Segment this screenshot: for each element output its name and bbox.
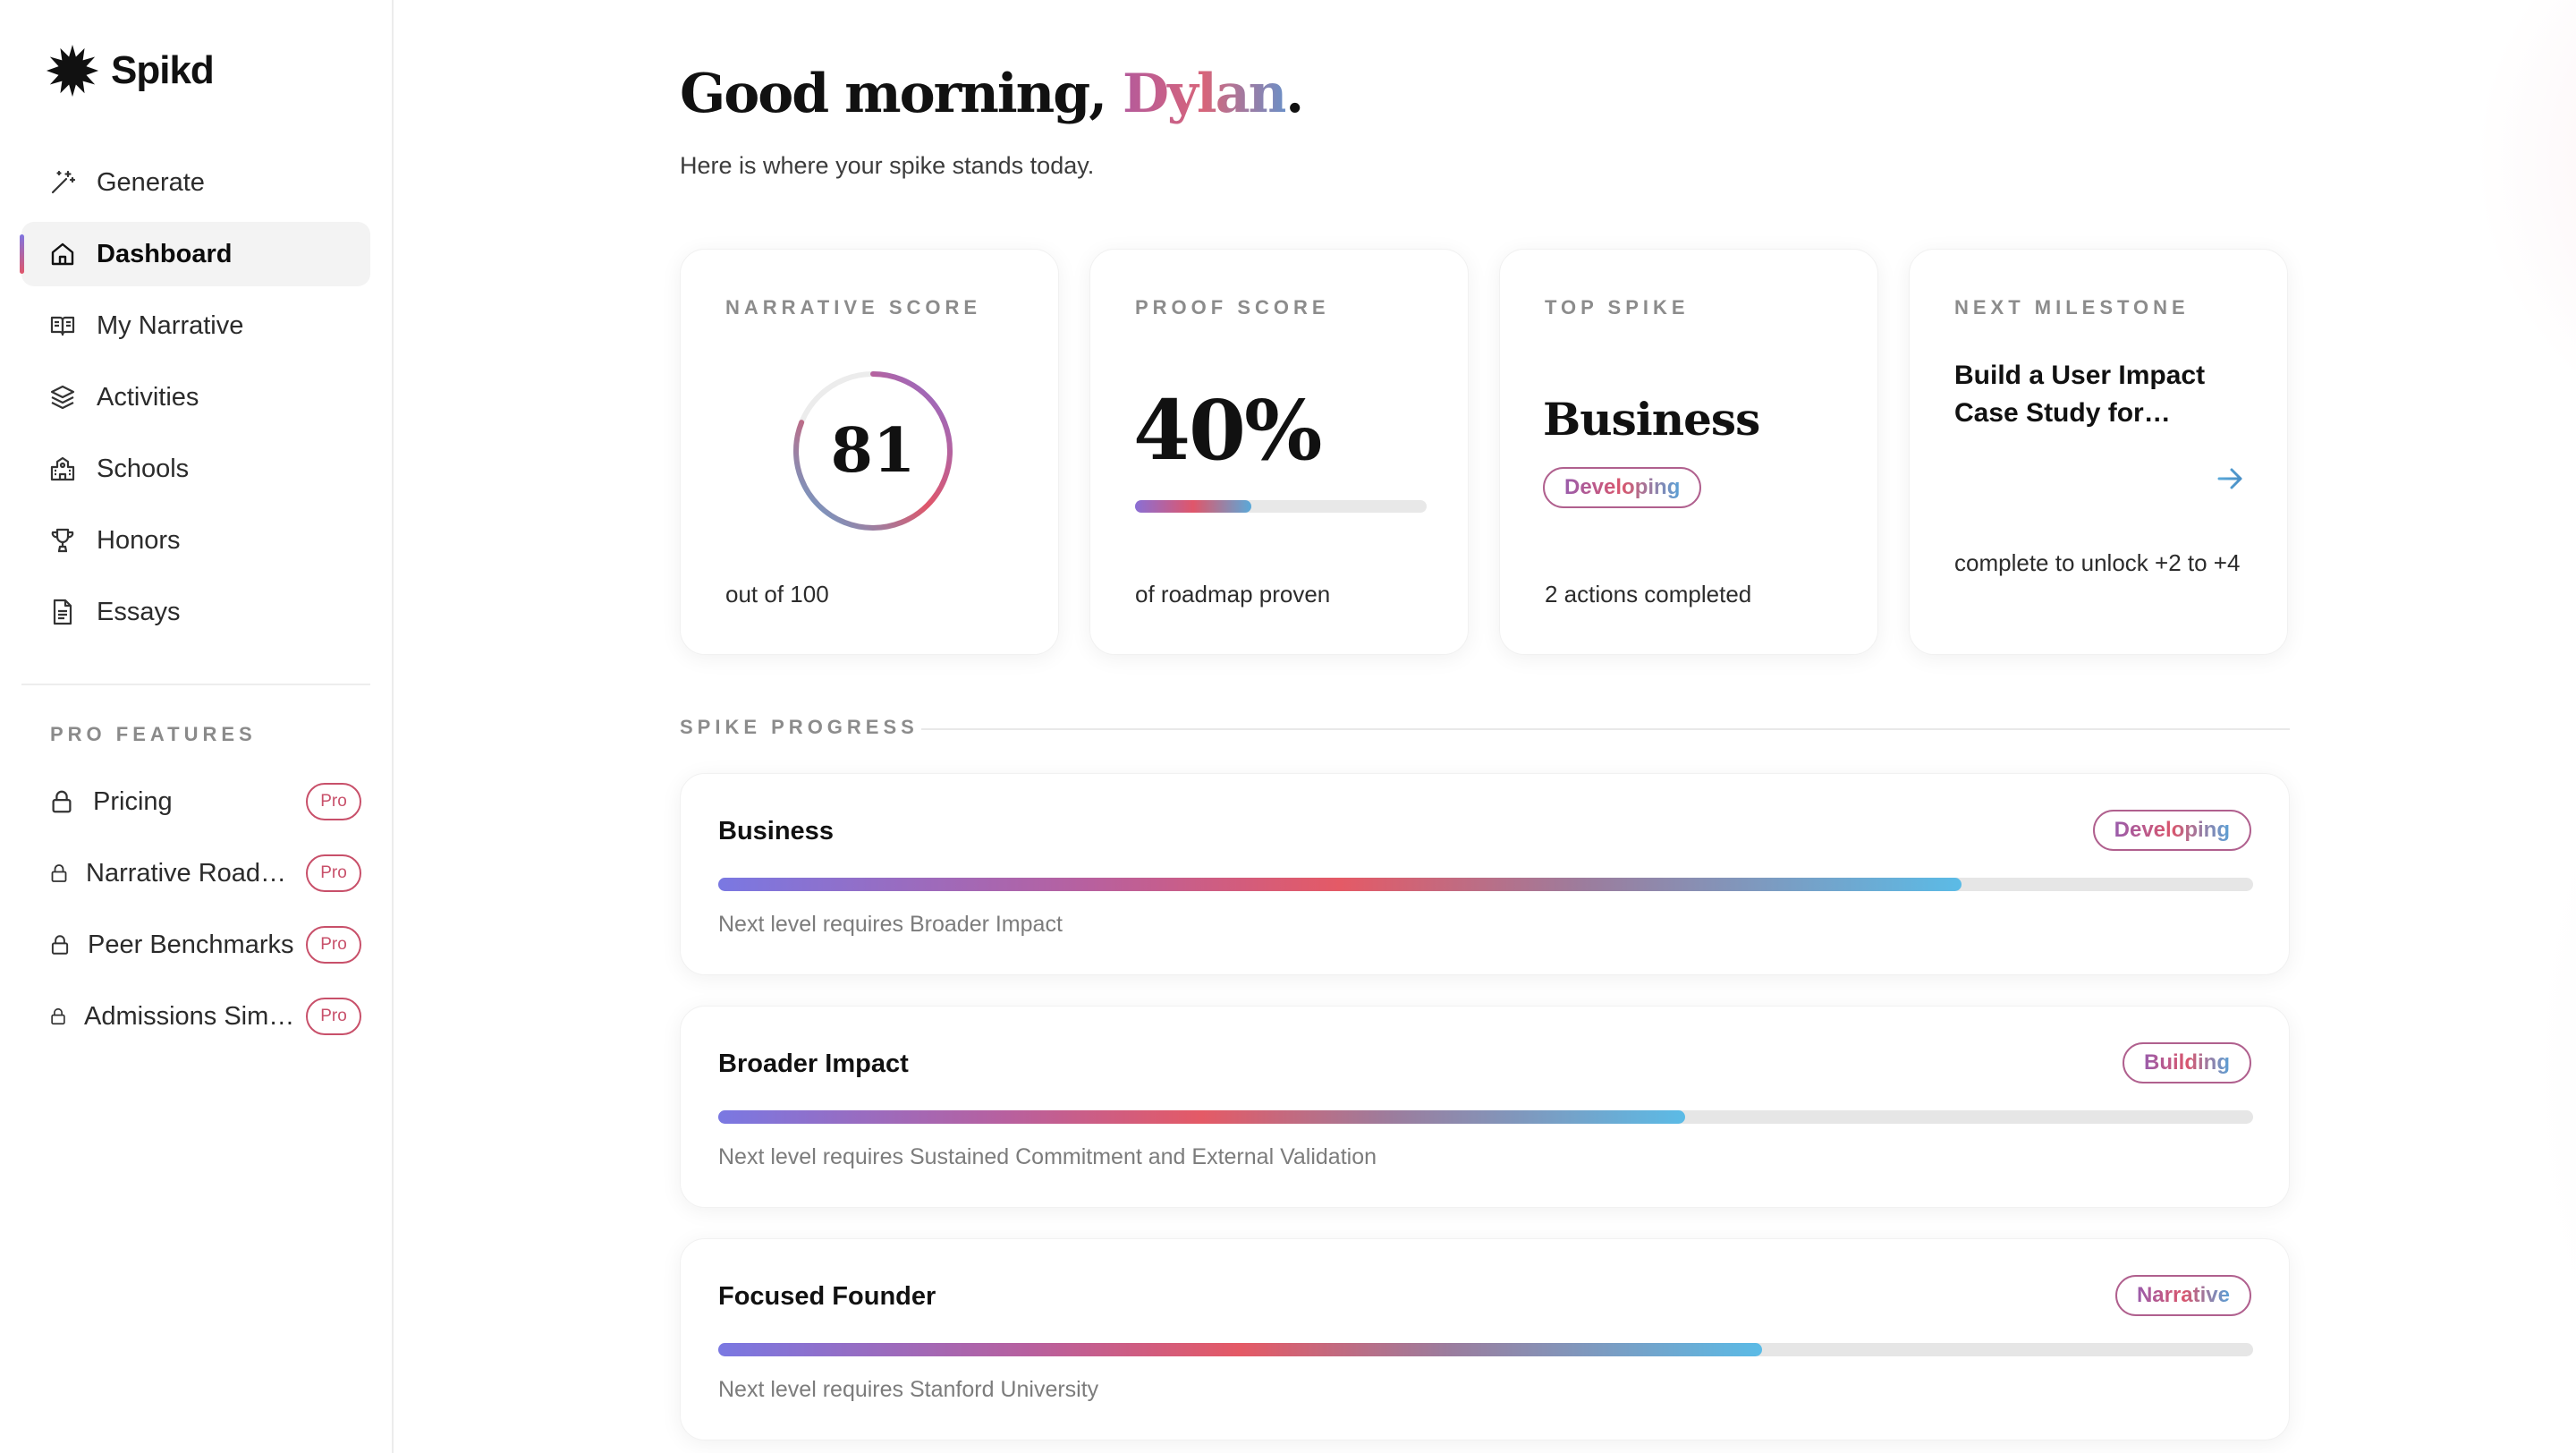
sidebar-item-label: Honors (97, 525, 181, 555)
magic-wand-icon (51, 170, 76, 194)
user-name: Dylan (1123, 63, 1287, 125)
pro-item-admissions-simulator[interactable]: Admissions Simulator Pro (21, 981, 370, 1052)
page-subtitle: Here is where your spike stands today. (680, 152, 1095, 179)
sidebar-item-label: Generate (97, 167, 205, 197)
lock-icon (51, 864, 67, 882)
spike-progress-fill (718, 1110, 1686, 1124)
section-divider (921, 728, 2290, 730)
sidebar-item-my-narrative[interactable]: My Narrative (21, 293, 370, 358)
book-icon (50, 316, 75, 336)
top-spike-card[interactable]: TOP SPIKE Business Developing 2 actions … (1499, 249, 1878, 655)
sidebar: Spikd Generate Dashboard My Narrative (0, 0, 394, 1453)
brand-logo[interactable]: Spikd (45, 43, 215, 98)
proof-progress-bar (1135, 500, 1427, 513)
spikd-logo-icon (46, 44, 99, 98)
pro-badge: Pro (306, 998, 361, 1035)
pro-item-peer-benchmarks[interactable]: Peer Benchmarks Pro (21, 909, 370, 981)
pro-features-title: PRO FEATURES (50, 723, 257, 745)
brand-name: Spikd (111, 48, 215, 92)
sidebar-item-activities[interactable]: Activities (21, 365, 370, 429)
card-label: NARRATIVE SCORE (725, 296, 982, 319)
spike-title: Business (718, 817, 834, 845)
narrative-score-card[interactable]: NARRATIVE SCORE 81 out of 100 (680, 249, 1059, 655)
layers-icon (50, 385, 75, 410)
card-footnote: out of 100 (725, 581, 829, 608)
spike-progress-card[interactable]: Broader Impact Building Next level requi… (680, 1006, 2290, 1208)
spike-next-requirement: Next level requires Stanford University (718, 1377, 1099, 1402)
pro-item-label: Pricing (93, 786, 173, 816)
status-badge: Building (2123, 1042, 2251, 1083)
spike-progress-fill (718, 878, 1962, 891)
card-label: PROOF SCORE (1135, 296, 1330, 319)
card-footnote: of roadmap proven (1135, 581, 1331, 608)
card-footnote: 2 actions completed (1545, 581, 1752, 608)
pro-item-label: Peer Benchmarks (88, 930, 294, 959)
lock-icon (51, 935, 69, 955)
main-content (395, 0, 2576, 1453)
status-badge-label: Developing (1564, 475, 1681, 499)
trophy-icon (51, 528, 74, 553)
card-label: NEXT MILESTONE (1954, 296, 2190, 319)
pro-item-pricing[interactable]: Pricing Pro (21, 766, 370, 837)
spike-progress-fill (718, 1343, 1762, 1356)
sidebar-divider (21, 684, 370, 685)
pro-item-label: Narrative Roadmap (86, 858, 306, 888)
top-spike-name: Business (1543, 393, 1760, 446)
spike-title: Broader Impact (718, 1049, 909, 1078)
sidebar-item-label: Dashboard (97, 239, 233, 268)
spike-progress-bar (718, 1110, 2253, 1124)
status-badge-label: Narrative (2136, 1283, 2230, 1307)
sidebar-item-label: Activities (97, 382, 199, 412)
sidebar-item-label: My Narrative (97, 310, 244, 340)
spike-title: Focused Founder (718, 1282, 936, 1311)
spike-progress-card[interactable]: Business Developing Next level requires … (680, 773, 2290, 975)
sidebar-item-essays[interactable]: Essays (21, 580, 370, 644)
spike-progress-bar (718, 1343, 2253, 1356)
arrow-right-icon[interactable] (2214, 463, 2246, 495)
page-title: Good morning, Dylan. (680, 63, 1304, 125)
lock-icon (51, 1007, 65, 1025)
status-badge: Developing (1543, 467, 1702, 508)
section-title: SPIKE PROGRESS (680, 716, 919, 738)
document-icon (53, 599, 72, 625)
narrative-score-value: 81 (830, 415, 916, 487)
milestone-title: Build a User Impact Case Study for… (1954, 361, 2206, 428)
sidebar-item-label: Schools (97, 454, 190, 483)
spike-progress-card[interactable]: Focused Founder Narrative Next level req… (680, 1238, 2290, 1440)
proof-score-card[interactable]: PROOF SCORE 40% of roadmap proven (1089, 249, 1469, 655)
spike-next-requirement: Next level requires Sustained Commitment… (718, 1144, 1377, 1169)
greeting-suffix: . (1285, 63, 1304, 125)
pro-badge: Pro (306, 854, 361, 892)
next-milestone-card[interactable]: NEXT MILESTONE Build a User Impact Case … (1909, 249, 2288, 655)
score-ring (793, 371, 953, 531)
pro-badge: Pro (306, 783, 361, 820)
pro-features-list: Pricing Pro Narrative Roadmap Pro Peer B… (21, 766, 370, 1052)
home-icon (51, 242, 74, 266)
sidebar-item-honors[interactable]: Honors (21, 508, 370, 573)
sidebar-item-label: Essays (97, 597, 181, 626)
card-footnote: complete to unlock +2 to +4 (1954, 549, 2241, 576)
status-badge-label: Building (2144, 1050, 2230, 1075)
status-badge-label: Developing (2114, 818, 2230, 842)
sidebar-item-generate[interactable]: Generate (21, 150, 370, 215)
pro-badge: Pro (306, 926, 361, 964)
lock-icon (52, 790, 72, 813)
status-badge: Developing (2092, 810, 2251, 851)
school-icon (50, 456, 75, 481)
sidebar-nav: Generate Dashboard My Narrative Activiti… (20, 150, 370, 651)
proof-progress-fill (1135, 500, 1252, 513)
status-badge: Narrative (2114, 1275, 2251, 1316)
greeting-prefix: Good morning, (680, 63, 1123, 125)
spike-progress-bar (718, 878, 2253, 891)
sidebar-item-dashboard[interactable]: Dashboard (20, 222, 370, 286)
pro-item-label: Admissions Simulator (84, 1001, 306, 1031)
sidebar-item-schools[interactable]: Schools (21, 437, 370, 501)
card-label: TOP SPIKE (1545, 296, 1690, 319)
proof-score-value: 40% (1133, 382, 1322, 479)
pro-item-narrative-roadmap[interactable]: Narrative Roadmap Pro (21, 837, 370, 909)
spike-next-requirement: Next level requires Broader Impact (718, 912, 1063, 937)
